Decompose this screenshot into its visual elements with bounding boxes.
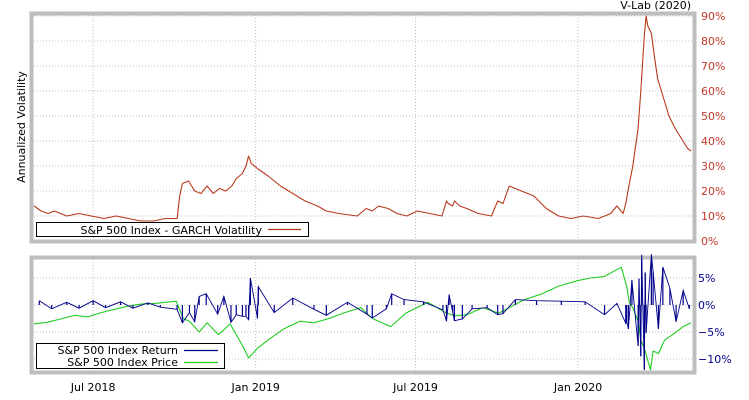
- volatility-panel-frame: [29, 11, 697, 244]
- volatility-tick-label: 60%: [701, 85, 725, 98]
- returns-tick-label: −10%: [698, 353, 732, 366]
- x-tick-label: Jan 2020: [553, 381, 602, 394]
- volatility-tick-label: 20%: [701, 185, 725, 198]
- volatility-tick-label: 0%: [701, 235, 718, 248]
- volatility-tick-label: 80%: [701, 35, 725, 48]
- volatility-tick-label: 30%: [701, 160, 725, 173]
- credit-label: V-Lab (2020): [620, 0, 691, 12]
- returns-tick-label: −5%: [698, 326, 725, 339]
- volatility-tick-label: 70%: [701, 60, 725, 73]
- x-tick-label: Jul 2019: [392, 381, 438, 394]
- x-tick-label: Jul 2018: [70, 381, 116, 394]
- volatility-tick-label: 90%: [701, 10, 725, 23]
- volatility-series-line: [33, 15, 692, 222]
- volatility-tick-label: 10%: [701, 210, 725, 223]
- volatility-tick-label: 40%: [701, 135, 725, 148]
- legend-price-label: S&P 500 Index Price: [67, 356, 178, 369]
- volatility-axis-label: Annualized Volatility: [15, 71, 28, 183]
- returns-tick-label: 5%: [698, 272, 715, 285]
- legend-return-label: S&P 500 Index Return: [58, 344, 178, 357]
- volatility-legend: S&P 500 Index - GARCH Volatility: [36, 222, 309, 237]
- legend-volatility-label: S&P 500 Index - GARCH Volatility: [80, 224, 262, 237]
- returns-tick-label: 0%: [698, 299, 715, 312]
- x-tick-label: Jan 2019: [230, 381, 279, 394]
- returns-legend: S&P 500 Index Return S&P 500 Index Price: [36, 343, 225, 369]
- volatility-tick-label: 50%: [701, 110, 725, 123]
